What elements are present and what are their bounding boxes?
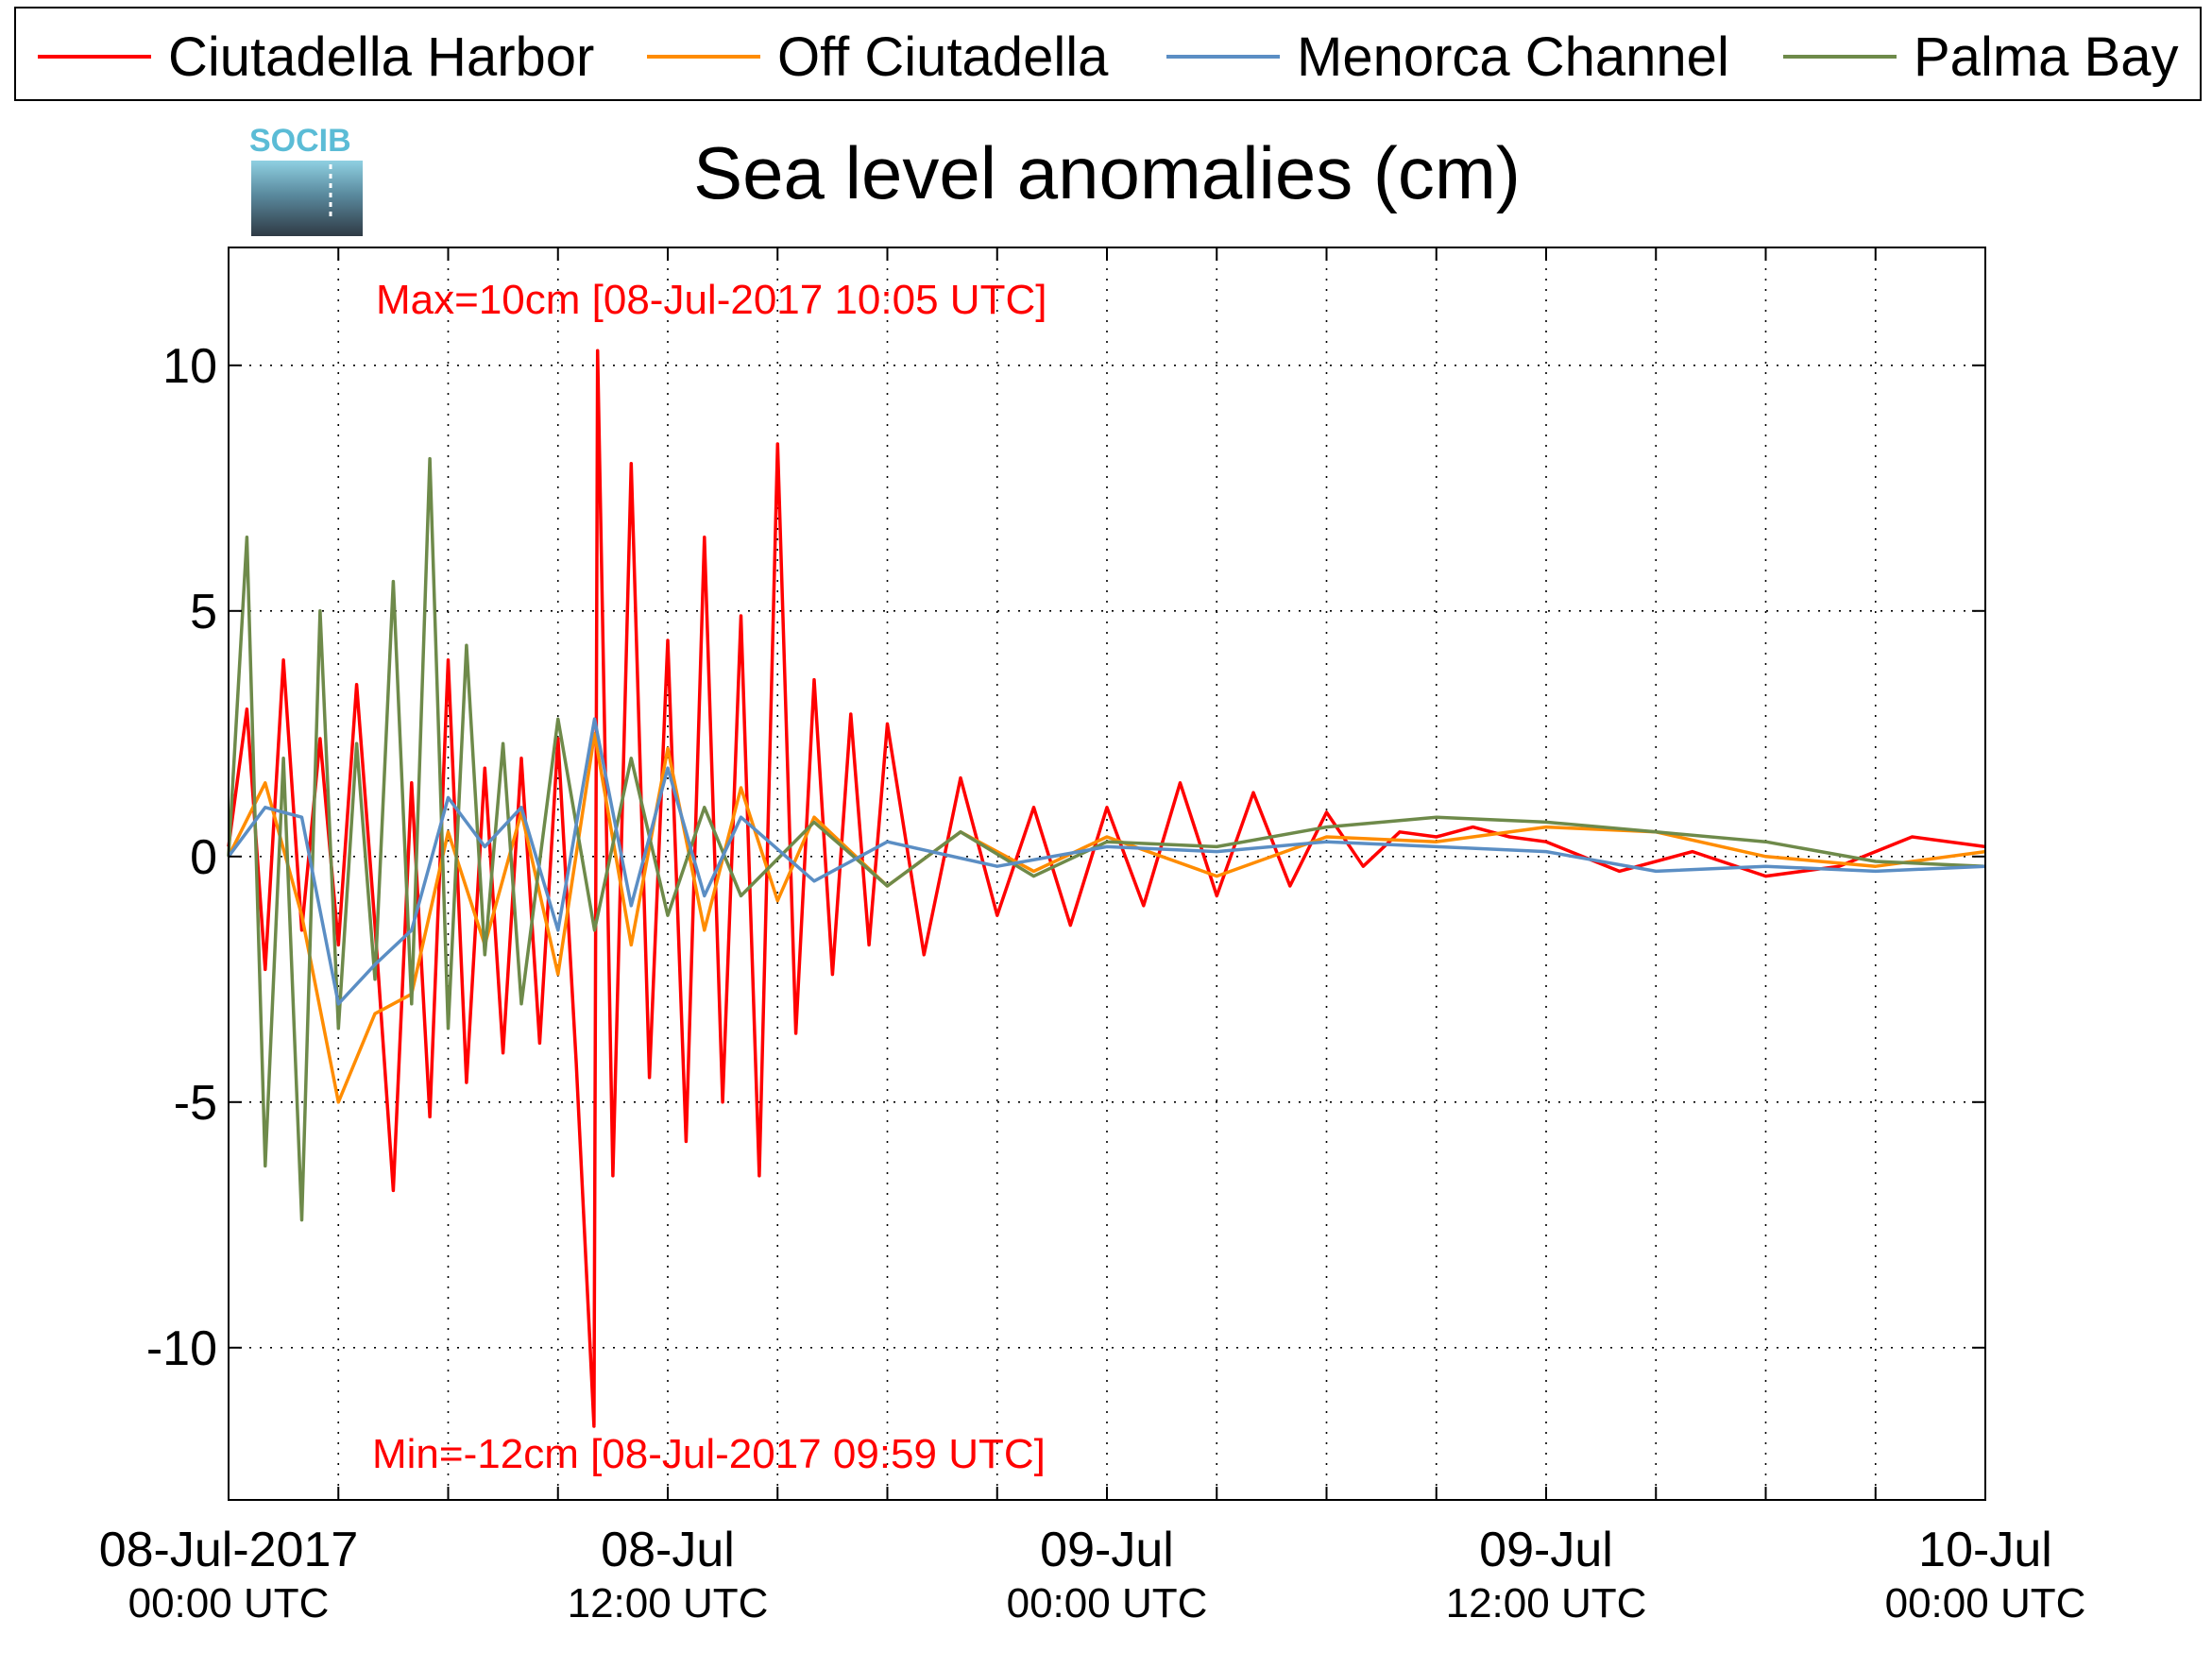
x-tick-label: 09-Jul (1040, 1523, 1174, 1577)
x-tick-sublabel: 00:00 UTC (128, 1580, 330, 1626)
legend-box (14, 7, 2202, 101)
logo-text: SOCIB (249, 123, 351, 159)
series-line-menorca-channel (227, 717, 1986, 1006)
series-line-off-ciutadella (227, 732, 1986, 1104)
max-annotation: Max=10cm [08-Jul-2017 10:05 UTC] (376, 277, 1046, 323)
min-annotation: Min=-12cm [08-Jul-2017 09:59 UTC] (372, 1431, 1046, 1477)
y-tick-labels: 10 5 0 -5 -10 (146, 339, 217, 1376)
x-tick-label: 08-Jul-2017 (99, 1523, 359, 1577)
x-tick-label: 09-Jul (1479, 1523, 1613, 1577)
x-tick-label: 08-Jul (601, 1523, 735, 1577)
x-tick-sublabel: 12:00 UTC (1446, 1580, 1647, 1626)
x-tick-sublabel: 00:00 UTC (1885, 1580, 2086, 1626)
series-layer (227, 349, 1986, 1428)
legend: Ciutadella Harbor Off Ciutadella Menorca… (14, 7, 2202, 101)
x-tick-sublabel: 00:00 UTC (1007, 1580, 1208, 1626)
y-tick-label: 10 (162, 339, 217, 394)
socib-logo: SOCIB (249, 123, 363, 236)
legend-label-ciutadella-harbor: Ciutadella Harbor (168, 26, 594, 88)
x-tick-sublabel: 12:00 UTC (568, 1580, 769, 1626)
chart-title: Sea level anomalies (cm) (693, 131, 1521, 214)
ticks (229, 247, 1985, 1500)
y-tick-label: 0 (190, 830, 217, 885)
y-tick-label: -5 (174, 1076, 217, 1131)
legend-label-menorca-channel: Menorca Channel (1297, 26, 1729, 88)
x-tick-label: 10-Jul (1918, 1523, 2052, 1577)
series-line-ciutadella-harbor (227, 349, 1986, 1428)
legend-label-palma-bay: Palma Bay (1914, 26, 2178, 88)
logo-block (251, 161, 363, 236)
y-tick-label: -10 (146, 1321, 217, 1376)
y-tick-label: 5 (190, 585, 217, 639)
legend-label-off-ciutadella: Off Ciutadella (777, 26, 1109, 88)
